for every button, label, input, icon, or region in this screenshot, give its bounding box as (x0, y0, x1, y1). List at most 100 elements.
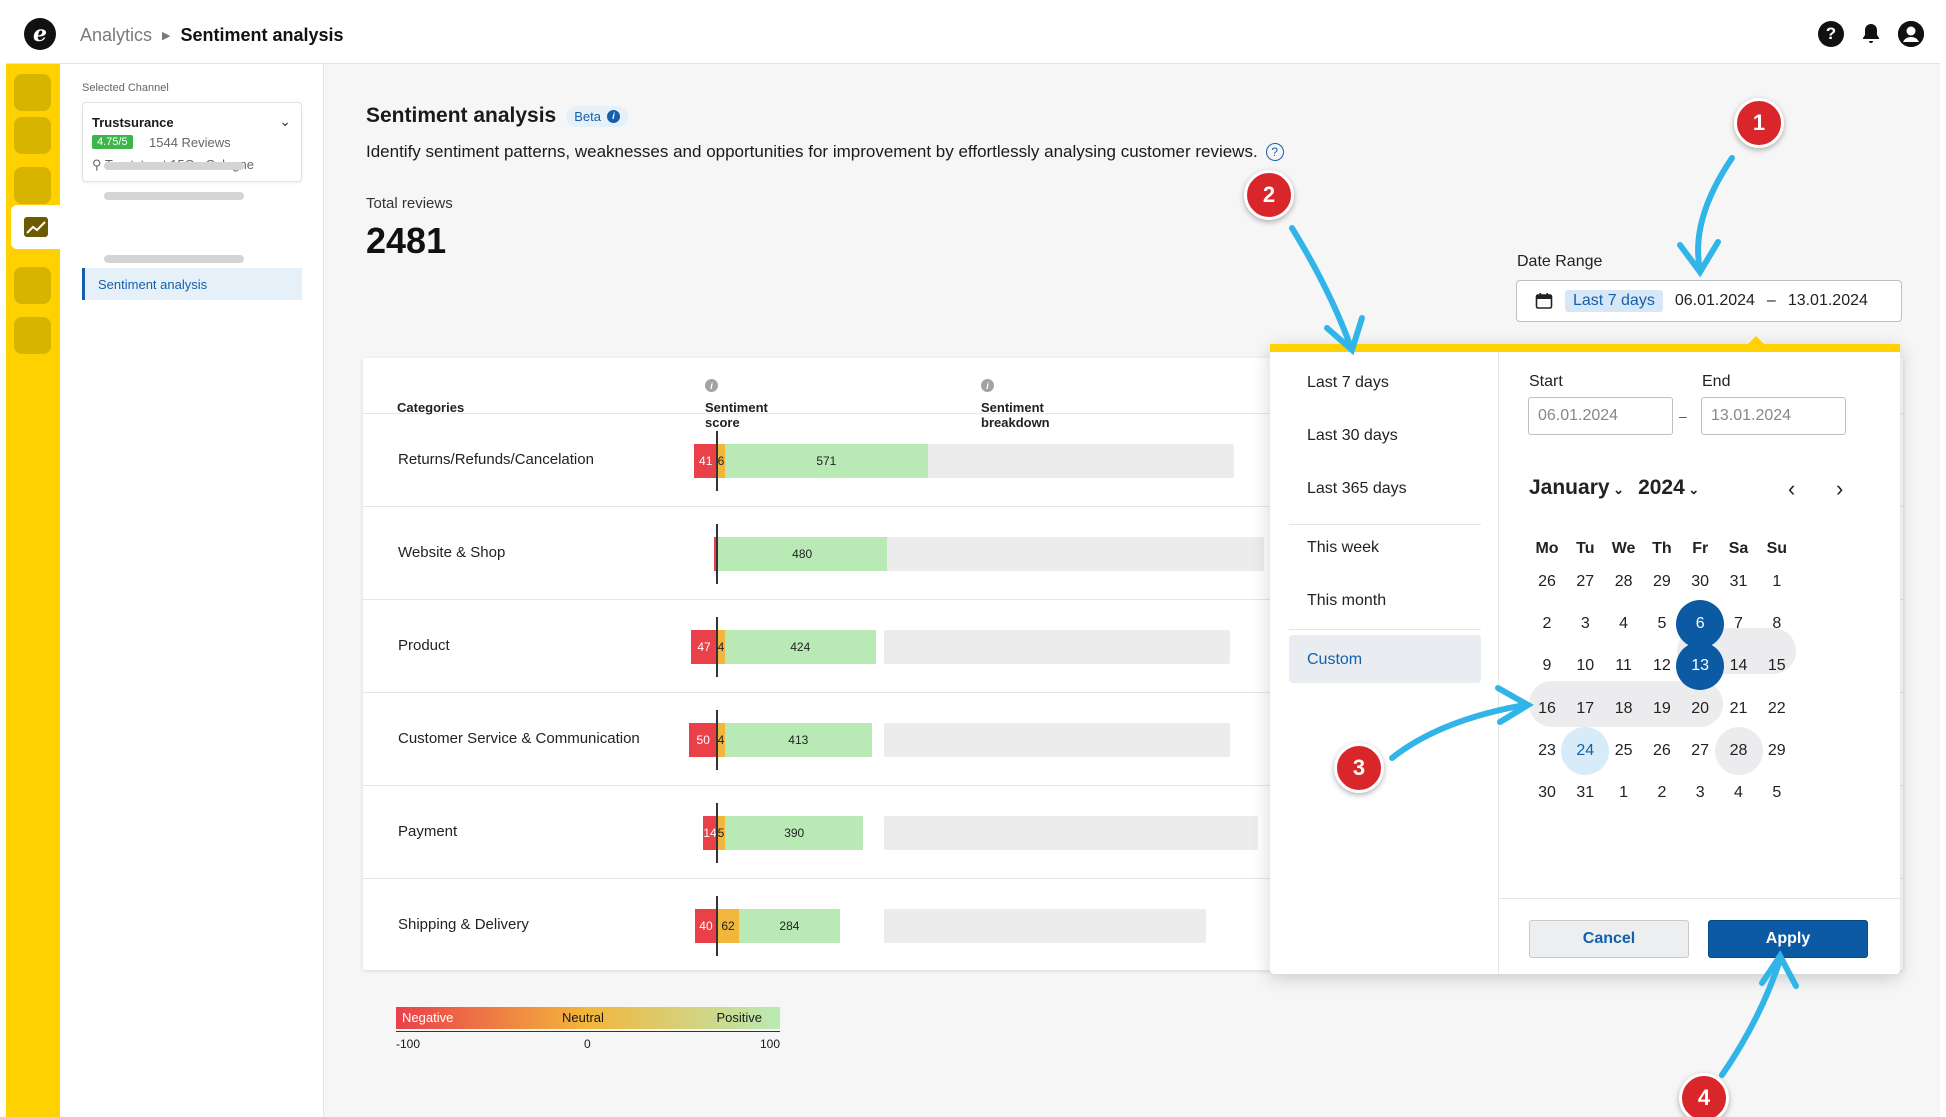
calendar-day[interactable]: 4 (1734, 784, 1743, 801)
calendar-day[interactable]: 20 (1691, 699, 1710, 717)
preset-custom[interactable]: Custom (1289, 635, 1481, 683)
channel-selector[interactable]: Trustsurance 4.75/5 1544 Reviews ⚲ Trust… (82, 102, 302, 182)
calendar-day[interactable]: 29 (1652, 573, 1671, 590)
calendar-day[interactable]: 1 (1772, 573, 1782, 590)
calendar-day[interactable]: 10 (1576, 657, 1595, 675)
calendar-day[interactable]: 25 (1614, 741, 1633, 759)
positive-segment[interactable]: 284 (739, 909, 840, 943)
calendar-day[interactable]: 16 (1538, 699, 1556, 717)
nav-item-analytics[interactable] (11, 205, 60, 249)
end-date-input[interactable]: 13.01.2024 (1701, 397, 1846, 435)
next-month-icon[interactable]: › (1836, 476, 1844, 501)
nav-item[interactable] (14, 167, 51, 204)
prev-month-icon[interactable]: ‹ (1788, 476, 1796, 501)
calendar-day[interactable]: 23 (1538, 741, 1556, 759)
apply-button[interactable]: Apply (1708, 920, 1868, 958)
calendar-day[interactable]: 3 (1695, 784, 1705, 801)
calendar-day[interactable]: 5 (1772, 784, 1782, 801)
preset-this-week[interactable]: This week (1307, 539, 1380, 556)
preset-last-30-days[interactable]: Last 30 days (1307, 427, 1398, 444)
calendar-day[interactable]: 26 (1538, 573, 1556, 590)
negative-segment[interactable] (714, 537, 717, 571)
calendar-day[interactable]: 24 (1561, 726, 1610, 775)
calendar-day[interactable]: 27 (1576, 573, 1595, 590)
year-select[interactable]: 2024 ⌄ (1638, 476, 1699, 500)
start-date-input[interactable]: 06.01.2024 (1528, 397, 1673, 435)
calendar-day[interactable]: 6 (1676, 600, 1725, 649)
preset-last-365-days[interactable]: Last 365 days (1307, 480, 1407, 497)
calendar-day[interactable]: 22 (1767, 699, 1786, 717)
calendar-day[interactable]: 15 (1767, 657, 1786, 675)
bell-icon[interactable] (1858, 21, 1884, 47)
calendar-day[interactable]: 12 (1652, 657, 1671, 675)
calendar-day[interactable]: 31 (1576, 784, 1595, 801)
negative-segment[interactable]: 47 (691, 630, 717, 664)
calendar-day[interactable]: 31 (1729, 573, 1748, 590)
help-circle-icon[interactable]: ? (1265, 143, 1284, 161)
positive-segment[interactable]: 413 (725, 723, 872, 757)
help-icon[interactable]: ? (1818, 21, 1844, 47)
calendar-day[interactable]: 27 (1691, 741, 1710, 759)
nav-placeholder[interactable] (104, 192, 244, 200)
user-icon[interactable] (1898, 21, 1924, 47)
table-row[interactable]: Returns/Refunds/Cancelation85416571 (363, 414, 1903, 507)
nav-item[interactable] (14, 74, 51, 111)
neutral-segment[interactable]: 6 (717, 444, 725, 478)
positive-segment[interactable]: 480 (717, 537, 888, 571)
calendar-day[interactable]: 2 (1657, 784, 1667, 801)
table-row[interactable]: Payment92145390 (363, 786, 1903, 879)
nav-item[interactable] (14, 317, 51, 354)
negative-segment[interactable]: 50 (689, 723, 717, 757)
calendar-day[interactable]: 5 (1657, 615, 1667, 633)
table-row[interactable]: Product8474424 (363, 600, 1903, 693)
calendar-day[interactable]: 11 (1615, 657, 1632, 675)
neutral-segment[interactable]: 4 (717, 723, 725, 757)
nav-placeholder[interactable] (104, 255, 244, 263)
nav-item[interactable] (14, 267, 51, 304)
calendar-day[interactable]: 3 (1580, 615, 1590, 633)
info-icon[interactable]: i (981, 379, 994, 392)
calendar-day[interactable]: 19 (1652, 699, 1671, 717)
positive-segment[interactable]: 390 (725, 816, 864, 850)
calendar-day[interactable]: 14 (1729, 657, 1748, 675)
calendar-day[interactable]: 7 (1734, 615, 1743, 633)
calendar-day[interactable]: 28 (1614, 573, 1633, 590)
neutral-segment[interactable]: 5 (717, 816, 725, 850)
chevron-down-icon[interactable]: ⌄ (279, 113, 291, 129)
calendar-day[interactable]: 30 (1538, 784, 1556, 801)
table-row[interactable]: Customer Service & Communication7504413 (363, 693, 1903, 786)
negative-segment[interactable]: 40 (694, 909, 717, 943)
table-row[interactable]: Shipping & Delivery-324062284 (363, 879, 1903, 970)
calendar-day[interactable]: 26 (1652, 741, 1671, 759)
calendar-day[interactable]: 9 (1542, 657, 1552, 675)
nav-placeholder[interactable] (104, 162, 244, 170)
month-select[interactable]: January ⌄ (1529, 476, 1624, 500)
calendar-day[interactable]: 1 (1619, 784, 1629, 801)
calendar-day[interactable]: 8 (1772, 615, 1782, 633)
cancel-button[interactable]: Cancel (1529, 920, 1689, 958)
calendar-day[interactable]: 13 (1676, 642, 1725, 691)
table-row[interactable]: Website & Shop97480 (363, 507, 1903, 600)
calendar-day[interactable]: 18 (1614, 699, 1633, 717)
preset-last-7-days[interactable]: Last 7 days (1307, 374, 1389, 391)
app-logo[interactable]: e (24, 18, 56, 50)
calendar-day[interactable]: 4 (1619, 615, 1629, 633)
calendar-day[interactable]: 2 (1542, 615, 1552, 633)
breadcrumb-analytics[interactable]: Analytics (80, 25, 153, 45)
positive-segment[interactable]: 571 (725, 444, 928, 478)
calendar-day[interactable]: 30 (1691, 573, 1710, 590)
neutral-segment[interactable]: 62 (717, 909, 739, 943)
calendar-day[interactable]: 21 (1729, 699, 1748, 717)
nav-item[interactable] (14, 117, 51, 154)
negative-segment[interactable]: 14 (703, 816, 717, 850)
negative-segment[interactable]: 41 (694, 444, 717, 478)
sidebar-item-sentiment-analysis[interactable]: Sentiment analysis (82, 268, 302, 300)
calendar-day[interactable]: 29 (1767, 741, 1786, 759)
date-range-picker[interactable]: Last 7 days 06.01.2024 – 13.01.2024 (1516, 280, 1902, 322)
neutral-segment[interactable]: 4 (717, 630, 725, 664)
calendar-day[interactable]: 17 (1576, 699, 1595, 717)
info-icon[interactable]: i (607, 109, 620, 123)
calendar-day[interactable]: 28 (1714, 726, 1763, 775)
positive-segment[interactable]: 424 (725, 630, 876, 664)
preset-this-month[interactable]: This month (1307, 592, 1387, 609)
